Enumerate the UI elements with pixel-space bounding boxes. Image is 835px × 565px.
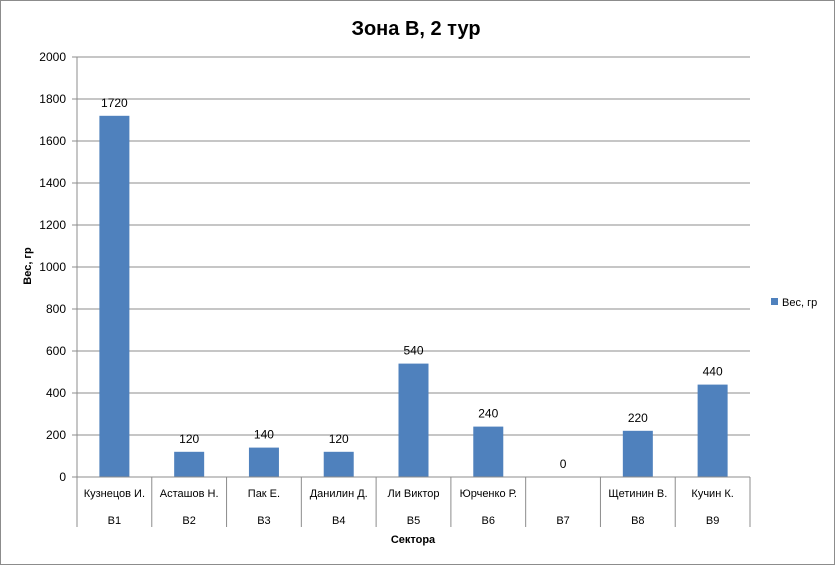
category-name-label: Ли Виктор	[388, 488, 440, 500]
x-axis-label: Сектора	[391, 534, 436, 546]
category-name-label: Кучин К.	[691, 488, 733, 500]
category-name-label: Пак Е.	[248, 488, 280, 500]
y-axis-ticks: 0 200 400 600 800 1000 1200 1400 1600 1800 2000	[39, 50, 78, 484]
bar	[323, 451, 354, 477]
category-sector-label: В7	[556, 515, 569, 527]
y-tick-label: 0	[59, 470, 66, 484]
data-label: 120	[179, 432, 199, 446]
category-name-label: Юрченко Р.	[460, 488, 517, 500]
data-label: 140	[254, 428, 274, 442]
bar	[248, 447, 279, 477]
category-sector-label: В9	[706, 515, 719, 527]
category-sector-label: В3	[257, 515, 270, 527]
category-name-label: Асташов Н.	[160, 488, 219, 500]
legend: Вес, гр	[771, 297, 817, 309]
y-tick-label: 1000	[39, 260, 66, 274]
category-sector-label: В5	[407, 515, 420, 527]
bar	[473, 426, 504, 477]
category-sector-label: В1	[108, 515, 121, 527]
category-name-label: Кузнецов И.	[84, 488, 145, 500]
category-name-label: Щетинин В.	[608, 488, 667, 500]
data-label: 440	[703, 365, 723, 379]
chart-title: Зона В, 2 тур	[351, 18, 480, 40]
y-tick-label: 200	[46, 428, 66, 442]
data-labels: 1720 120 140 120 540 240 0 220 440	[101, 96, 723, 471]
data-label: 220	[628, 411, 648, 425]
bar	[174, 451, 205, 477]
y-tick-label: 1800	[39, 92, 66, 106]
data-label: 120	[329, 432, 349, 446]
y-tick-label: 1400	[39, 176, 66, 190]
y-tick-label: 1600	[39, 134, 66, 148]
category-sector-label: В4	[332, 515, 345, 527]
data-label: 240	[478, 407, 498, 421]
legend-label: Вес, гр	[782, 297, 817, 309]
data-label: 0	[560, 457, 567, 471]
category-sector-label: В6	[482, 515, 495, 527]
bar	[99, 115, 130, 478]
y-tick-label: 400	[46, 386, 66, 400]
y-axis-label: Вес, гр	[22, 247, 34, 285]
bar	[398, 363, 429, 477]
data-label: 540	[403, 344, 423, 358]
category-sector-label: В2	[182, 515, 195, 527]
y-tick-label: 1200	[39, 218, 66, 232]
y-tick-label: 2000	[39, 50, 66, 64]
y-tick-label: 600	[46, 344, 66, 358]
data-label: 1720	[101, 96, 128, 110]
category-sector-label: В8	[631, 515, 644, 527]
bars	[99, 115, 728, 478]
y-tick-label: 800	[46, 302, 66, 316]
bar	[697, 384, 728, 477]
category-name-label: Данилин Д.	[310, 488, 368, 500]
legend-swatch	[771, 298, 778, 305]
bar	[622, 430, 653, 477]
x-axis: Кузнецов И. В1 Асташов Н. В2 Пак Е. В3 Данилин…	[76, 476, 751, 527]
